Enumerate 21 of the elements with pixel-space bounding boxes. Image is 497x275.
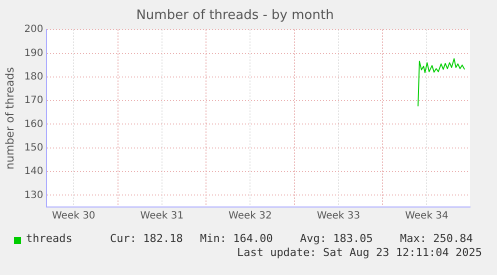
text: Avg: 183.05 <box>300 232 373 245</box>
text: Max: 250.84 <box>400 232 473 245</box>
y-tick-label: 160 <box>24 118 44 130</box>
x-tick-label: Week 31 <box>140 210 184 222</box>
y-axis-title: number of threads <box>3 66 16 170</box>
y-tick-label: 140 <box>24 166 44 178</box>
x-tick-label: Week 33 <box>316 210 360 222</box>
text: Last update: Sat Aug 23 12:11:04 2025 <box>236 246 482 259</box>
y-tick-label: 200 <box>24 24 44 36</box>
legend-label: threads <box>26 232 72 245</box>
y-tick-label: 130 <box>24 190 44 201</box>
text: Cur: 182.18 <box>110 232 183 245</box>
x-tick-label: Week 34 <box>405 210 448 222</box>
text: Min: 164.00 <box>200 232 273 245</box>
y-tick-label: 190 <box>24 48 44 59</box>
y-tick-label: 150 <box>24 142 44 154</box>
y-tick-label: 180 <box>24 72 44 82</box>
x-tick-label: Week 32 <box>228 210 272 222</box>
y-tick-label: 170 <box>24 95 44 106</box>
x-tick-label: Week 30 <box>52 210 96 222</box>
chart-title: Number of threads - by month <box>136 8 334 24</box>
